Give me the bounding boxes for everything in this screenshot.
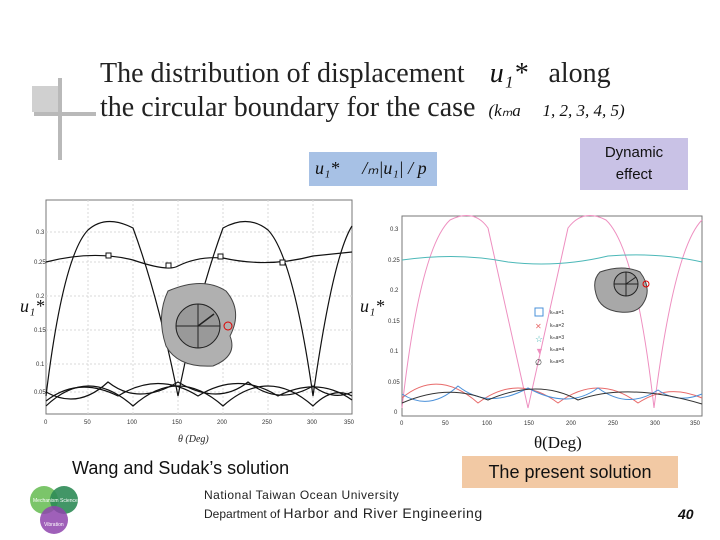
slide-title: The distribution of displacement u₁* alo… xyxy=(100,57,625,128)
footer-department-name: Harbor and River Engineering xyxy=(283,505,483,521)
dynamic-effect-line-2: effect xyxy=(615,166,653,183)
left-ylabel: u₁* xyxy=(20,296,44,316)
left-ytick-6: 0.05 xyxy=(34,390,46,396)
right-xtick-7: 300 xyxy=(650,421,661,427)
title-symbol: u₁* xyxy=(489,58,528,89)
right-ytick-6: 0.05 xyxy=(388,380,400,386)
left-plot: 0.3 0.25 0.2 0.15 0.1 0.05 0 50 100 150 … xyxy=(20,199,355,445)
right-ylabel: u₁* xyxy=(360,296,384,316)
right-xtick-6: 250 xyxy=(608,421,619,427)
left-xtick-6: 250 xyxy=(262,420,273,426)
left-xtick-5: 200 xyxy=(217,420,228,426)
left-curve-5 xyxy=(45,382,353,402)
title-case-formula: (kₘa ⃞ 1, 2, 3, 4, 5) xyxy=(488,101,625,120)
right-ytick-7: 0 xyxy=(394,410,398,416)
left-ytick-5: 0.1 xyxy=(36,362,45,368)
right-xtick-3: 100 xyxy=(482,421,493,427)
logo-text-2: Science xyxy=(60,498,78,504)
footer-department: Department of Harbor and River Engineeri… xyxy=(204,505,483,521)
dynamic-effect-line-1: Dynamic xyxy=(604,144,664,161)
right-curve-3 xyxy=(401,254,703,265)
formula-text: u₁* ⃞ /ₘ|u₁| / p xyxy=(315,158,427,178)
legend-item-2: kₘa=2 xyxy=(550,323,564,329)
decorative-bar-vertical xyxy=(58,78,62,160)
logo-text-1: Mechanism xyxy=(33,498,59,504)
left-ytick-4: 0.15 xyxy=(34,328,46,334)
left-xtick-3: 100 xyxy=(127,420,138,426)
formula-box: u₁* ⃞ /ₘ|u₁| / p xyxy=(309,152,437,186)
university-logo: Mechanism Science Vibration xyxy=(30,486,78,534)
right-ytick-1: 0.3 xyxy=(390,227,399,233)
right-curve-4 xyxy=(401,215,703,409)
left-xtick-4: 150 xyxy=(172,420,183,426)
left-curve-2 xyxy=(45,251,353,269)
right-xlabel: θ(Deg) xyxy=(534,433,582,452)
decorative-bar-horizontal xyxy=(34,112,96,116)
logo-text-3: Vibration xyxy=(44,522,64,528)
right-xtick-4: 150 xyxy=(524,421,535,427)
right-legend: kₘa=1 ✕ kₘa=2 ☆ kₘa=3 ▼ kₘa=4 ∅ kₘa=5 xyxy=(534,307,564,367)
title-along: along xyxy=(548,58,611,89)
right-ytick-3: 0.2 xyxy=(390,288,399,294)
dynamic-effect-box: Dynamic effect xyxy=(580,138,688,190)
right-plot: 0.3 0.25 0.2 0.15 0.1 0.05 0 0 50 100 15… xyxy=(360,215,703,452)
svg-text:▼: ▼ xyxy=(535,346,544,356)
right-xtick-8: 350 xyxy=(690,421,701,427)
right-plot-frame xyxy=(401,215,703,417)
title-text-2: the circular boundary for the case xyxy=(100,92,476,123)
svg-text:✕: ✕ xyxy=(535,322,542,331)
left-xtick-2: 50 xyxy=(84,420,91,426)
left-ytick-3: 0.2 xyxy=(36,294,45,300)
caption-left: Wang and Sudak’s solution xyxy=(72,458,290,478)
left-inset-diagram xyxy=(161,283,237,367)
right-curve-5 xyxy=(401,388,703,405)
right-curve-2 xyxy=(401,383,703,404)
caption-right: The present solution xyxy=(462,456,678,488)
right-ytick-4: 0.15 xyxy=(388,319,400,325)
left-ytick-1: 0.3 xyxy=(36,230,45,236)
right-xtick-5: 200 xyxy=(566,421,577,427)
left-xtick-7: 300 xyxy=(307,420,318,426)
svg-text:∅: ∅ xyxy=(535,358,542,367)
left-curve-4 xyxy=(45,381,353,400)
left-xlabel: θ (Deg) xyxy=(178,434,209,445)
left-xtick-1: 0 xyxy=(44,420,48,426)
left-curve-3 xyxy=(45,385,353,407)
right-inset-diagram xyxy=(594,267,650,313)
left-ytick-2: 0.25 xyxy=(34,260,46,266)
right-ytick-5: 0.1 xyxy=(390,349,399,355)
right-curve-1 xyxy=(401,385,703,402)
right-ytick-2: 0.25 xyxy=(388,258,400,264)
svg-text:☆: ☆ xyxy=(535,334,543,344)
right-xtick-2: 50 xyxy=(442,421,449,427)
footer-department-prefix: Department of xyxy=(204,507,281,521)
legend-item-5: kₘa=5 xyxy=(550,359,564,365)
page-number: 40 xyxy=(678,506,694,522)
title-line-2: the circular boundary for the case (kₘa … xyxy=(100,91,625,128)
legend-item-3: kₘa=3 xyxy=(550,335,564,341)
legend-item-1: kₘa=1 xyxy=(550,310,564,316)
left-xtick-8: 350 xyxy=(344,420,355,426)
legend-item-4: kₘa=4 xyxy=(550,347,564,353)
title-text-1: The distribution of displacement xyxy=(100,58,465,89)
decorative-square xyxy=(32,86,60,112)
footer-university: National Taiwan Ocean University xyxy=(204,488,400,502)
title-line-1: The distribution of displacement u₁* alo… xyxy=(100,57,625,91)
right-xtick-1: 0 xyxy=(400,421,404,427)
